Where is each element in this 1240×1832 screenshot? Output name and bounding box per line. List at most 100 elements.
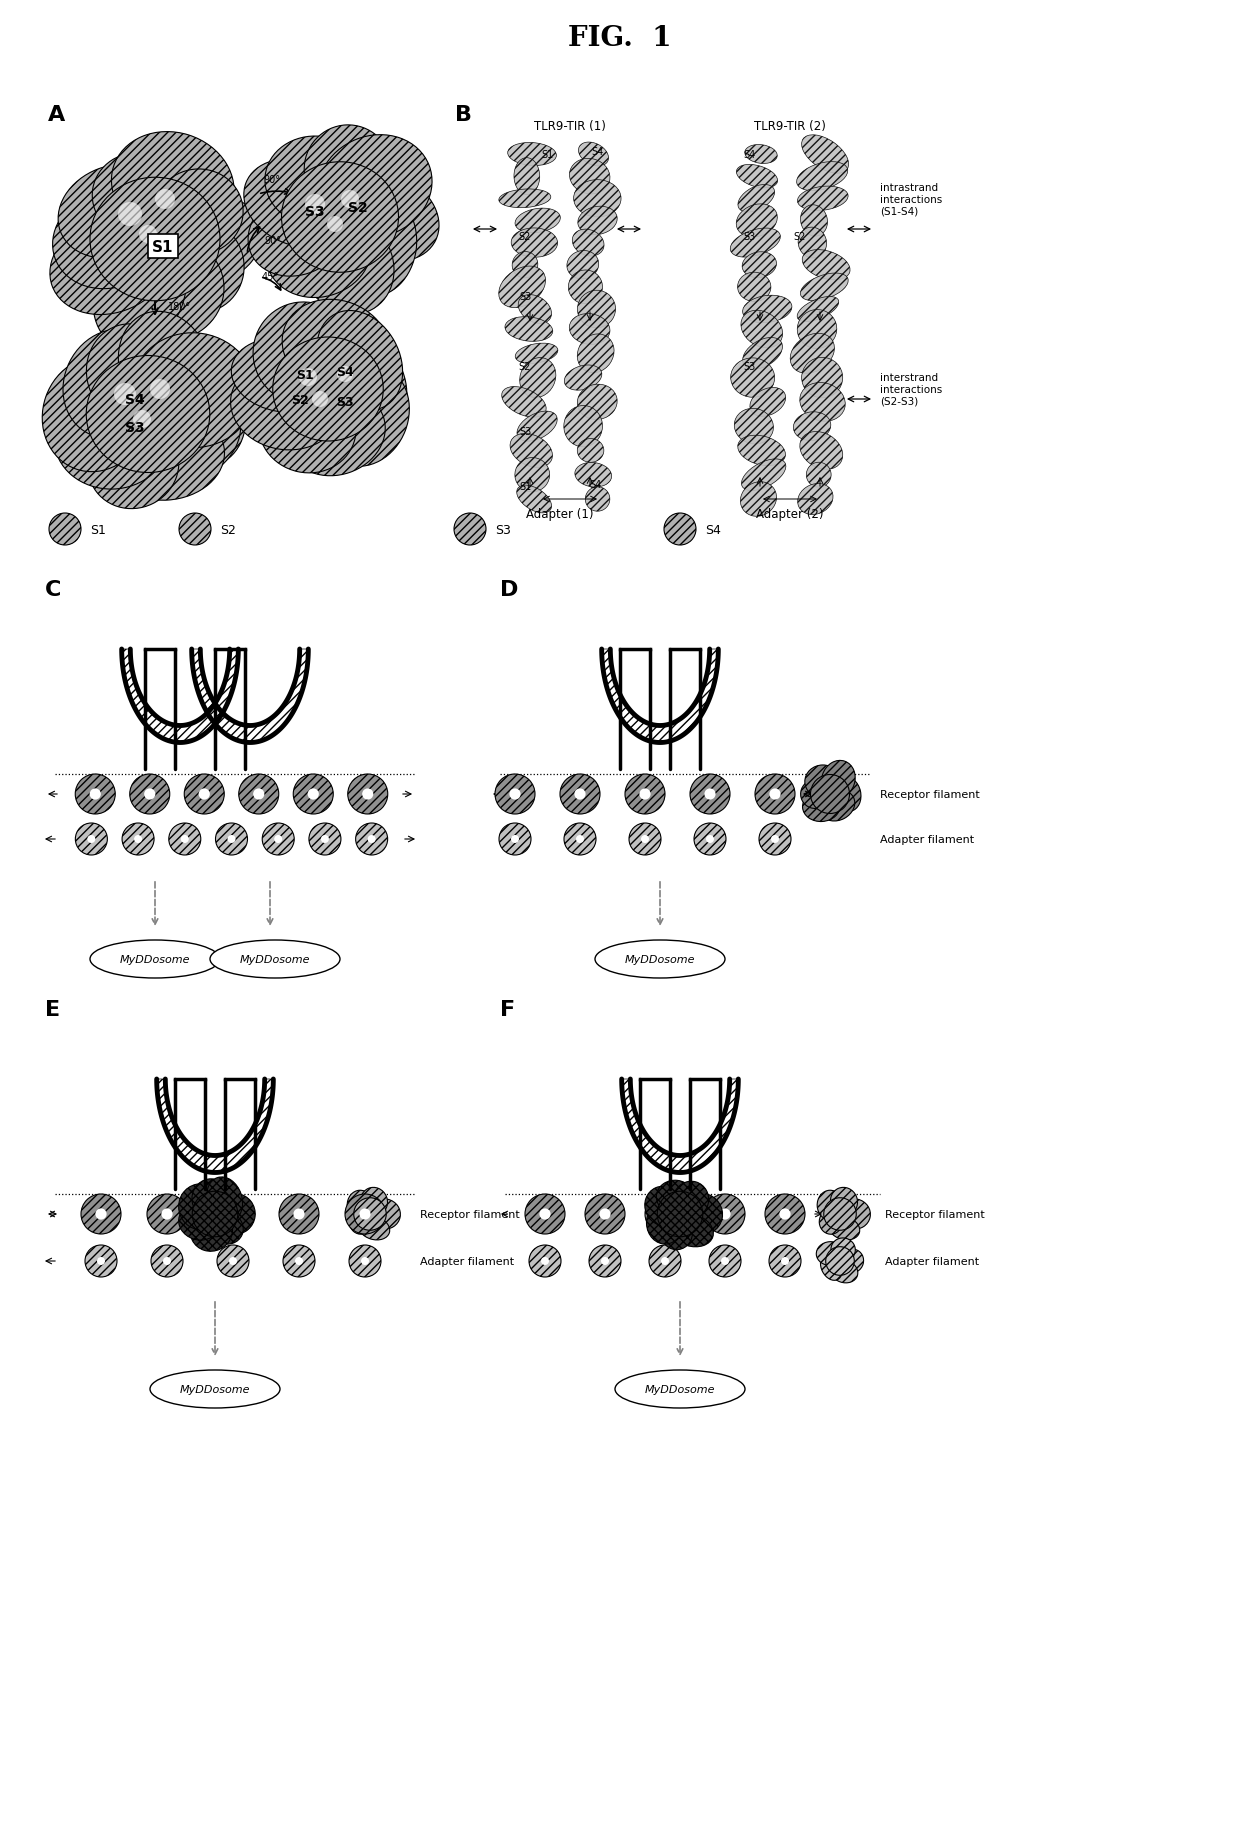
Text: Adapter filament: Adapter filament (880, 835, 975, 845)
Ellipse shape (831, 1238, 856, 1262)
Circle shape (309, 824, 341, 856)
Circle shape (719, 1209, 730, 1220)
Text: Adapter filament: Adapter filament (885, 1257, 980, 1266)
Ellipse shape (353, 1198, 386, 1231)
Ellipse shape (232, 339, 335, 412)
Ellipse shape (350, 1211, 372, 1235)
Circle shape (227, 1209, 238, 1220)
Ellipse shape (737, 205, 777, 238)
Text: TLR9-TIR (2): TLR9-TIR (2) (754, 119, 826, 134)
Circle shape (312, 392, 329, 409)
Ellipse shape (801, 205, 827, 236)
Circle shape (660, 1209, 671, 1220)
Ellipse shape (505, 317, 553, 343)
Circle shape (294, 1209, 305, 1220)
Circle shape (641, 835, 649, 843)
Circle shape (780, 1209, 791, 1220)
Text: S1: S1 (541, 150, 553, 159)
Circle shape (348, 1246, 381, 1277)
Ellipse shape (210, 940, 340, 978)
Ellipse shape (738, 436, 785, 467)
Ellipse shape (87, 355, 210, 473)
Text: S3: S3 (744, 233, 756, 242)
Polygon shape (156, 1079, 273, 1172)
Circle shape (76, 824, 108, 856)
Text: intrastrand
interactions
(S1-S4): intrastrand interactions (S1-S4) (880, 183, 942, 216)
Ellipse shape (797, 484, 833, 515)
Circle shape (216, 824, 248, 856)
Ellipse shape (283, 300, 391, 394)
Ellipse shape (131, 392, 241, 485)
Circle shape (577, 835, 584, 843)
Ellipse shape (119, 240, 224, 341)
Circle shape (114, 383, 136, 405)
Text: S1: S1 (91, 524, 105, 537)
Ellipse shape (512, 253, 538, 278)
Ellipse shape (517, 412, 557, 442)
Text: S2: S2 (518, 233, 531, 242)
Ellipse shape (159, 363, 246, 467)
Circle shape (295, 1257, 303, 1266)
Ellipse shape (92, 154, 185, 240)
Circle shape (498, 824, 531, 856)
Ellipse shape (585, 487, 610, 511)
Text: MyDDosome: MyDDosome (239, 954, 310, 964)
Circle shape (253, 790, 264, 801)
Circle shape (305, 194, 325, 214)
Ellipse shape (153, 220, 244, 313)
Circle shape (50, 513, 81, 546)
Circle shape (560, 775, 600, 815)
Text: S1: S1 (296, 368, 314, 381)
Circle shape (321, 835, 329, 843)
Circle shape (759, 824, 791, 856)
Text: F: F (500, 1000, 515, 1019)
Text: 90°: 90° (264, 236, 281, 245)
Ellipse shape (838, 1200, 870, 1229)
Text: S3: S3 (518, 427, 531, 436)
Ellipse shape (573, 231, 604, 256)
Ellipse shape (63, 330, 164, 440)
Circle shape (755, 775, 795, 815)
Ellipse shape (517, 485, 552, 513)
Ellipse shape (750, 388, 786, 418)
Text: interstrand
interactions
(S2-S3): interstrand interactions (S2-S3) (880, 374, 942, 407)
Ellipse shape (805, 766, 841, 799)
Ellipse shape (802, 791, 841, 823)
Circle shape (213, 1194, 253, 1235)
Text: S4: S4 (125, 392, 145, 407)
Ellipse shape (58, 165, 170, 258)
Circle shape (625, 775, 665, 815)
Ellipse shape (50, 216, 170, 315)
Circle shape (709, 1246, 742, 1277)
Polygon shape (122, 650, 238, 744)
Ellipse shape (796, 163, 848, 192)
Ellipse shape (55, 390, 169, 489)
Ellipse shape (816, 1242, 844, 1266)
Ellipse shape (498, 191, 551, 209)
Ellipse shape (790, 333, 835, 374)
Circle shape (454, 513, 486, 546)
Ellipse shape (567, 251, 599, 280)
Ellipse shape (797, 297, 838, 322)
Circle shape (227, 835, 236, 843)
Text: B: B (455, 104, 472, 125)
Ellipse shape (578, 291, 615, 328)
Circle shape (148, 1194, 187, 1235)
Ellipse shape (575, 463, 611, 487)
Circle shape (539, 1209, 551, 1220)
Ellipse shape (820, 1211, 842, 1235)
Text: S2: S2 (291, 394, 309, 407)
Circle shape (293, 775, 334, 815)
Ellipse shape (520, 359, 556, 398)
Circle shape (640, 790, 651, 801)
Text: FIG.  1: FIG. 1 (568, 24, 672, 51)
Circle shape (356, 824, 388, 856)
Ellipse shape (743, 339, 782, 370)
Circle shape (599, 1209, 610, 1220)
Circle shape (299, 368, 317, 387)
Circle shape (345, 1194, 384, 1235)
Text: S4: S4 (744, 150, 756, 159)
Circle shape (229, 1257, 237, 1266)
Text: S3: S3 (495, 524, 511, 537)
Circle shape (139, 225, 157, 244)
